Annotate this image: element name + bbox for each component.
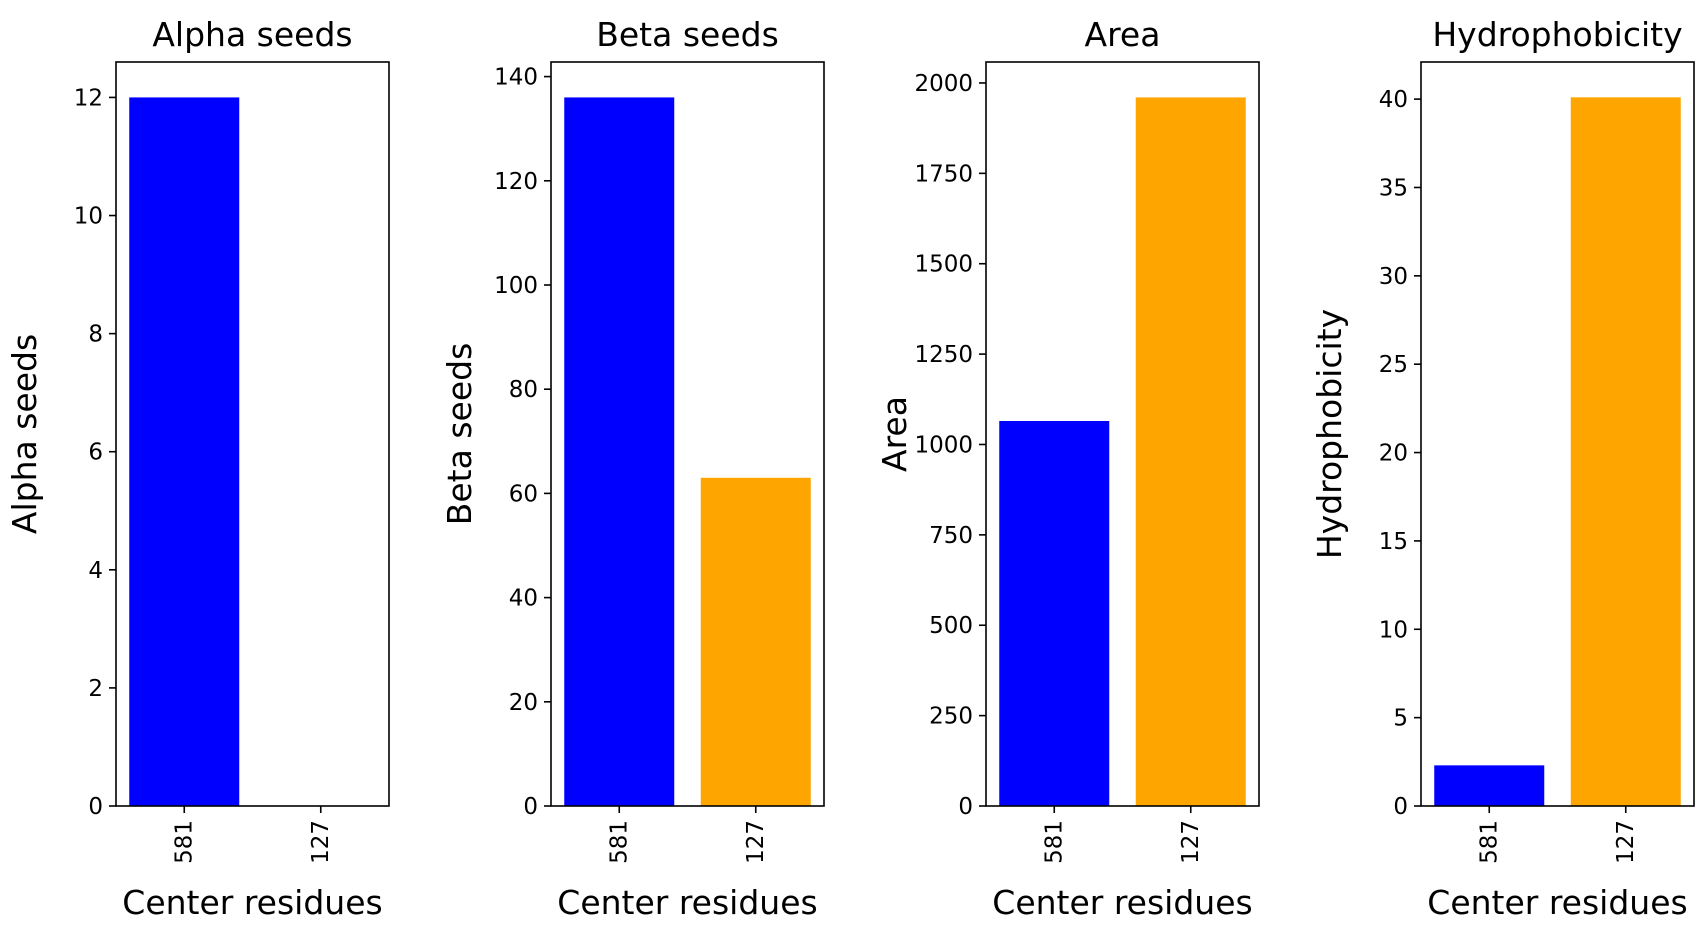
y-tick-label: 25	[1379, 352, 1408, 378]
x-tick-label: 581	[171, 820, 197, 864]
y-tick-label: 120	[494, 169, 538, 195]
y-tick-label: 750	[929, 523, 973, 549]
x-axis-label: Center residues	[122, 883, 382, 922]
y-tick-label: 0	[958, 794, 973, 820]
x-tick-label: 127	[1613, 820, 1639, 864]
y-tick-label: 250	[929, 704, 973, 730]
x-axis-label: Center residues	[1427, 883, 1687, 922]
chart-panel-3: 0 250 500 750 1000 1250 1500 1750 2000 581 127 Area…	[875, 15, 1260, 922]
chart-panel-1: 0 2 4 6 8 10 12 581 127 Alpha seeds Center residue…	[5, 15, 390, 922]
y-tick-label: 6	[88, 440, 103, 466]
y-tick-label: 1500	[914, 252, 973, 278]
y-tick-label: 1750	[914, 161, 973, 187]
bar-581	[129, 97, 240, 806]
y-tick-label: 2	[88, 676, 103, 702]
y-tick-label: 15	[1379, 529, 1408, 555]
axes-frame	[115, 61, 390, 807]
y-tick-label: 0	[88, 794, 103, 820]
y-tick-label: 0	[523, 794, 538, 820]
y-tick-label: 20	[1379, 441, 1408, 467]
bar-581	[999, 420, 1110, 806]
x-tick-label: 127	[1178, 820, 1204, 864]
chart-title: Area	[1085, 15, 1161, 54]
bar-127	[1570, 97, 1681, 806]
y-tick-label: 20	[509, 690, 538, 716]
x-tick-label: 581	[1476, 820, 1502, 864]
chart-title: Hydrophobicity	[1432, 15, 1682, 54]
y-tick-label: 1000	[914, 432, 973, 458]
y-tick-label: 80	[509, 377, 538, 403]
y-tick-label: 40	[1379, 87, 1408, 113]
x-axis-label: Center residues	[992, 883, 1252, 922]
y-tick-label: 8	[88, 322, 103, 348]
x-tick-label: 127	[308, 820, 334, 864]
y-tick-label: 30	[1379, 264, 1408, 290]
axes-frame	[550, 61, 825, 807]
axes-frame	[1420, 61, 1695, 807]
y-tick-label: 40	[509, 586, 538, 612]
y-tick-label: 500	[929, 613, 973, 639]
y-tick-label: 140	[494, 65, 538, 91]
y-tick-label: 2000	[914, 71, 973, 97]
x-tick-label: 127	[743, 820, 769, 864]
x-axis-label: Center residues	[557, 883, 817, 922]
y-tick-label: 5	[1393, 706, 1408, 732]
bar-581	[1434, 765, 1545, 806]
y-tick-label: 10	[74, 204, 103, 230]
y-axis-label: Alpha seeds	[5, 334, 44, 534]
y-tick-label: 4	[88, 558, 103, 584]
chart-title: Alpha seeds	[152, 15, 352, 54]
bar-127	[700, 477, 811, 806]
x-tick-label: 581	[606, 820, 632, 864]
chart-panel-2: 0 20 40 60 80 100 120 140 581 127 Beta seeds Center…	[440, 15, 825, 922]
y-tick-label: 60	[509, 481, 538, 507]
y-tick-label: 100	[494, 273, 538, 299]
bar-581	[564, 97, 675, 806]
x-tick-label: 581	[1041, 820, 1067, 864]
y-axis-label: Area	[875, 396, 914, 472]
y-axis-label: Beta seeds	[440, 343, 479, 526]
bar-127	[1135, 97, 1246, 806]
y-tick-label: 10	[1379, 617, 1408, 643]
y-tick-label: 12	[74, 85, 103, 111]
y-tick-label: 0	[1393, 794, 1408, 820]
y-tick-label: 35	[1379, 175, 1408, 201]
y-axis-label: Hydrophobicity	[1310, 309, 1349, 559]
chart-title: Beta seeds	[596, 15, 779, 54]
chart-panel-4: 0 5 10 15 20 25 30 35 40 581 127 Hydrophobicity Cent…	[1310, 15, 1695, 922]
y-tick-label: 1250	[914, 342, 973, 368]
axes-frame	[985, 61, 1260, 807]
